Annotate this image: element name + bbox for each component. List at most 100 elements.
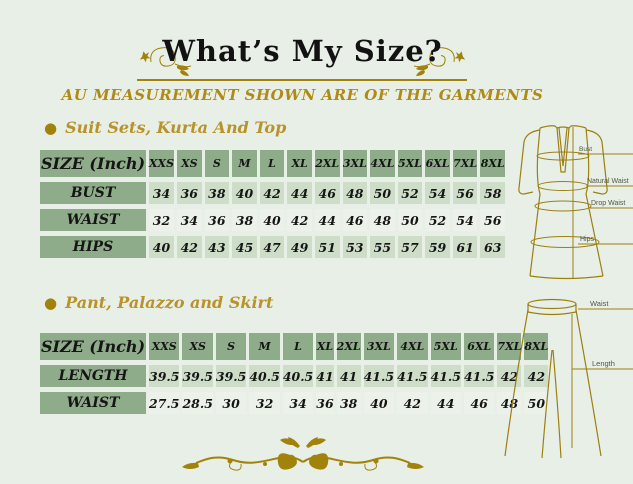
value-cell: 39.5 — [149, 365, 180, 387]
size-header-cell: S — [204, 150, 230, 177]
row-label-waist: WAIST — [40, 392, 146, 414]
value-cell: 40 — [259, 209, 285, 231]
size-header-cell: XS — [182, 333, 213, 360]
row-label-hips: HIPS — [40, 236, 146, 258]
size-header-cell: M — [249, 333, 280, 360]
bullet-icon: ● — [44, 294, 58, 312]
value-cell: 38 — [336, 392, 361, 414]
value-cell: 46 — [314, 182, 340, 204]
value-cell: 54 — [452, 209, 478, 231]
value-cell: 44 — [287, 182, 312, 204]
size-header-cell: L — [282, 333, 314, 360]
value-cell: 46 — [463, 392, 495, 414]
value-cell: 53 — [342, 236, 368, 258]
pants-label-length: Length — [592, 359, 615, 368]
size-header-cell: 5XL — [397, 150, 423, 177]
pants-label-waist: Waist — [590, 299, 609, 308]
value-cell: 48 — [342, 182, 368, 204]
value-cell: 56 — [480, 209, 505, 231]
row-label-bust: BUST — [40, 182, 146, 204]
row-label-length: LENGTH — [40, 365, 146, 387]
size-header-cell: 8XL — [480, 150, 505, 177]
page-title: What’s My Size? — [162, 34, 443, 68]
value-cell: 42 — [287, 209, 312, 231]
value-cell: 41.5 — [463, 365, 495, 387]
footer-flourish-icon — [178, 430, 428, 484]
value-cell: 45 — [232, 236, 257, 258]
value-cell: 40.5 — [282, 365, 314, 387]
value-cell: 41.5 — [363, 365, 395, 387]
value-cell: 40 — [149, 236, 175, 258]
value-cell: 40.5 — [249, 365, 280, 387]
title-flourish-right-icon — [412, 40, 468, 82]
value-cell: 48 — [370, 209, 395, 231]
value-cell: 54 — [425, 182, 450, 204]
value-cell: 44 — [430, 392, 461, 414]
size-header-cell: 2XL — [336, 333, 361, 360]
section-heading-suit-sets: ● Suit Sets, Kurta And Top — [44, 118, 286, 137]
value-cell: 36 — [316, 392, 334, 414]
value-cell: 40 — [363, 392, 395, 414]
value-cell: 52 — [425, 209, 450, 231]
value-cell: 36 — [177, 182, 202, 204]
value-cell: 34 — [282, 392, 314, 414]
value-cell: 57 — [397, 236, 423, 258]
size-header-cell: XL — [316, 333, 334, 360]
kurta-label-bust: Bust — [579, 146, 592, 153]
value-cell: 34 — [177, 209, 202, 231]
value-cell: 40 — [232, 182, 257, 204]
value-cell: 50 — [524, 392, 549, 414]
size-header-cell: 2XL — [314, 150, 340, 177]
title-underline — [137, 79, 467, 81]
value-cell: 46 — [342, 209, 368, 231]
value-cell: 42 — [259, 182, 285, 204]
value-cell: 34 — [149, 182, 175, 204]
size-header-cell: 8XL — [524, 333, 549, 360]
value-cell: 41.5 — [430, 365, 461, 387]
value-cell: 41.5 — [397, 365, 428, 387]
size-header-cell: M — [232, 150, 257, 177]
value-cell: 36 — [204, 209, 230, 231]
value-cell: 38 — [204, 182, 230, 204]
value-cell: 58 — [480, 182, 505, 204]
value-cell: 39.5 — [182, 365, 213, 387]
size-header-cell: 6XL — [463, 333, 495, 360]
value-cell: 32 — [149, 209, 175, 231]
value-cell: 38 — [232, 209, 257, 231]
size-header-cell: 3XL — [363, 333, 395, 360]
value-cell: 47 — [259, 236, 285, 258]
pant-palazzo-size-table: SIZE (Inch) XXS XS S M L XL 2XL 3XL 4XL 5XL 6XL 7XL 8… — [40, 333, 549, 414]
size-header-cell: 6XL — [425, 150, 450, 177]
kurta-label-hips: Hips — [580, 236, 595, 243]
value-cell: 42 — [177, 236, 202, 258]
section-heading-text: Suit Sets, Kurta And Top — [65, 118, 287, 137]
value-cell: 59 — [425, 236, 450, 258]
value-cell: 39.5 — [215, 365, 247, 387]
value-cell: 44 — [314, 209, 340, 231]
size-header-cell: 4XL — [397, 333, 428, 360]
value-cell: 43 — [204, 236, 230, 258]
size-header-cell: 7XL — [497, 333, 522, 360]
pants-figure: Waist Length — [500, 288, 633, 458]
value-cell: 27.5 — [149, 392, 180, 414]
suit-sets-size-table: SIZE (Inch) XXS XS S M L XL 2XL 3XL 4XL 5XL 6XL 7XL 8… — [40, 150, 505, 258]
size-header-cell: S — [215, 333, 247, 360]
value-cell: 63 — [480, 236, 505, 258]
section-heading-text: Pant, Palazzo and Skirt — [65, 293, 274, 312]
size-header-cell: 5XL — [430, 333, 461, 360]
value-cell: 55 — [370, 236, 395, 258]
page-subtitle: AU MEASUREMENT SHOWN ARE OF THE GARMENTS — [61, 86, 544, 104]
size-header-cell: 4XL — [370, 150, 395, 177]
value-cell: 50 — [397, 209, 423, 231]
value-cell: 56 — [452, 182, 478, 204]
size-header-cell: XS — [177, 150, 202, 177]
kurta-label-natural-waist: Natural Waist — [587, 178, 629, 185]
value-cell: 49 — [287, 236, 312, 258]
kurta-label-drop-waist: Drop Waist — [591, 200, 625, 207]
value-cell: 41 — [336, 365, 361, 387]
value-cell: 61 — [452, 236, 478, 258]
title-flourish-left-icon — [137, 40, 193, 82]
size-unit-header-cell: SIZE (Inch) — [40, 333, 146, 360]
value-cell: 48 — [497, 392, 522, 414]
